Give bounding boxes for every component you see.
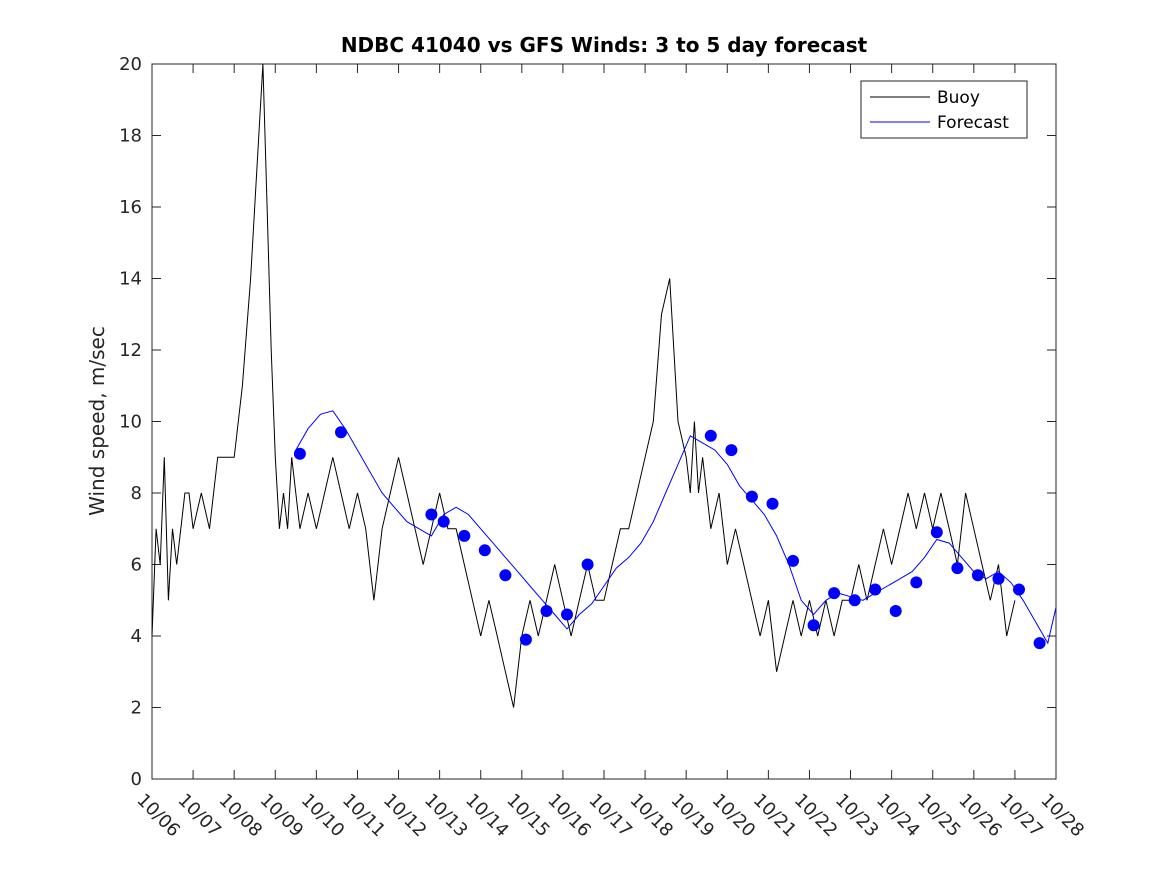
- forecast-marker: [889, 605, 902, 617]
- y-tick-label: 18: [119, 126, 142, 147]
- forecast-marker: [519, 633, 532, 646]
- forecast-marker: [766, 497, 779, 510]
- x-tick-label: 10/21: [749, 790, 801, 842]
- x-tick-label: 10/28: [1036, 790, 1088, 842]
- x-tick-label: 10/22: [790, 790, 842, 842]
- legend-buoy-label: Buoy: [937, 88, 980, 108]
- y-tick-label: 4: [131, 626, 142, 647]
- legend-forecast-label: Forecast: [937, 113, 1009, 133]
- x-tick-label: 10/24: [872, 790, 924, 842]
- forecast-marker: [971, 569, 984, 582]
- forecast-marker: [828, 587, 841, 600]
- x-tick-label: 10/12: [379, 790, 431, 842]
- x-tick-label: 10/14: [461, 790, 513, 842]
- plot-area: [151, 63, 1057, 780]
- forecast-marker: [540, 605, 553, 617]
- x-tick-label: 10/19: [667, 790, 719, 842]
- x-tick-label: 10/07: [174, 790, 226, 842]
- x-tick-label: 10/16: [543, 790, 595, 842]
- forecast-marker: [930, 526, 943, 539]
- buoy-line: [151, 63, 1016, 708]
- x-tick-label: 10/26: [954, 790, 1006, 842]
- forecast-marker: [807, 619, 820, 632]
- forecast-marker: [478, 544, 491, 557]
- forecast-marker: [848, 594, 861, 607]
- y-axis-label: Wind speed, m/sec: [85, 326, 109, 516]
- forecast-marker: [437, 515, 450, 528]
- forecast-marker: [704, 429, 717, 442]
- x-tick-label: 10/23: [831, 790, 883, 842]
- y-tick-label: 16: [119, 197, 142, 218]
- y-tick-label: 12: [119, 340, 142, 361]
- forecast-marker: [910, 576, 923, 589]
- forecast-marker: [787, 554, 799, 567]
- x-tick-label: 10/25: [913, 790, 965, 842]
- forecast-line: [295, 410, 1057, 645]
- x-tick-label: 10/06: [132, 790, 184, 842]
- forecast-marker: [725, 444, 738, 457]
- forecast-marker: [951, 562, 964, 575]
- forecast-marker: [293, 447, 306, 460]
- forecast-marker: [745, 490, 758, 503]
- x-tick-label: 10/10: [297, 790, 349, 842]
- forecast-marker: [992, 572, 1005, 585]
- forecast-marker: [581, 558, 594, 571]
- y-tick-label: 14: [119, 269, 142, 290]
- x-tick-label: 10/15: [502, 790, 554, 842]
- forecast-marker: [1033, 637, 1046, 650]
- y-tick-label: 2: [131, 698, 142, 719]
- forecast-marker: [561, 608, 573, 621]
- x-tick-label: 10/20: [708, 790, 760, 842]
- forecast-marker: [1013, 583, 1025, 596]
- y-tick-label: 0: [131, 769, 142, 790]
- y-tick-label: 10: [119, 412, 142, 433]
- x-tick-label: 10/18: [626, 790, 678, 842]
- forecast-marker: [499, 569, 512, 582]
- forecast-marker: [458, 529, 471, 542]
- x-tick-label: 10/27: [995, 790, 1047, 842]
- x-tick-label: 10/17: [584, 790, 636, 842]
- y-tick-label: 6: [131, 555, 142, 576]
- legend: Buoy Forecast: [860, 80, 1028, 139]
- x-tick-label: 10/13: [420, 790, 472, 842]
- y-tick-label: 20: [119, 54, 142, 75]
- x-tick-label: 10/11: [338, 790, 390, 842]
- series-layer: [151, 63, 1057, 708]
- chart-title: NDBC 41040 vs GFS Winds: 3 to 5 day fore…: [341, 33, 868, 57]
- x-tick-label: 10/08: [215, 790, 267, 842]
- legend-box: [860, 80, 1028, 139]
- forecast-marker: [335, 426, 347, 439]
- x-tick-label: 10/09: [256, 790, 308, 842]
- forecast-marker: [425, 508, 438, 521]
- y-tick-label: 8: [131, 483, 142, 504]
- y-axis: 0 2 4 6 8 10 12 14 16 18 20: [119, 54, 1056, 790]
- forecast-marker: [869, 583, 882, 596]
